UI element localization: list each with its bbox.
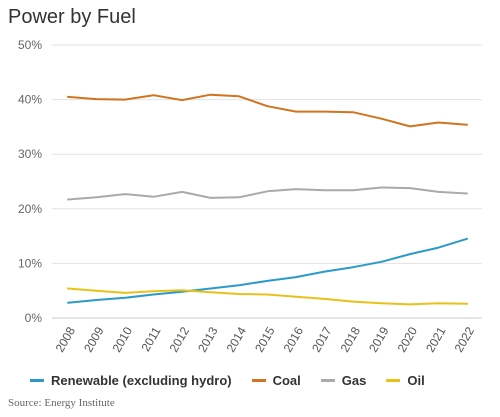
y-tick-label: 20% — [18, 202, 42, 216]
legend-item-oil: Oil — [386, 372, 425, 388]
series-line-coal — [67, 93, 468, 128]
y-tick-label: 50% — [18, 38, 42, 52]
x-tick-label: 2022 — [452, 324, 478, 354]
legend-swatch-gas — [320, 378, 335, 382]
legend-item-renewable: Renewable (excluding hydro) — [30, 373, 232, 388]
grid-lines — [52, 44, 482, 319]
series-line-oil — [67, 287, 468, 306]
source-note: Source: Energy Institute — [8, 397, 115, 409]
x-tick-label: 2008 — [53, 324, 79, 354]
x-tick-label: 2011 — [139, 324, 164, 354]
x-tick-label: 2010 — [110, 324, 136, 354]
y-tick-label: 30% — [18, 147, 42, 161]
chart-legend: Renewable (excluding hydro) Coal Gas Oil — [30, 371, 445, 389]
x-tick-label: 2017 — [309, 324, 335, 354]
legend-swatch-oil — [386, 378, 401, 382]
legend-item-coal: Coal — [251, 372, 301, 388]
legend-label-oil: Oil — [407, 372, 425, 388]
x-tick-label: 2012 — [167, 324, 193, 354]
x-tick-label: 2013 — [195, 324, 221, 354]
x-tick-label: 2021 — [423, 324, 449, 354]
x-tick-label: 2020 — [395, 324, 421, 354]
x-tick-label: 2015 — [252, 324, 278, 354]
y-tick-label: 40% — [18, 93, 42, 107]
y-axis-ticks: 0% 10% 20% 30% 40% 50% — [18, 38, 42, 325]
x-axis-ticks: 2008 2009 2010 2011 2012 2013 2014 2015 2016 2017… — [53, 324, 478, 354]
legend-item-gas: Gas — [320, 372, 367, 388]
series-lines — [67, 93, 468, 306]
legend-swatch-renewable — [30, 378, 44, 382]
legend-label-coal: Coal — [272, 372, 301, 388]
legend-label-renewable: Renewable (excluding hydro) — [51, 372, 232, 388]
chart-title: Power by Fuel — [8, 6, 136, 28]
x-tick-label: 2014 — [224, 324, 250, 354]
series-line-renewable-excluding-hydro — [67, 237, 468, 304]
y-tick-label: 0% — [25, 311, 43, 325]
line-chart: 0%10%20%30%40%50% 2008 2009 2010 2011 2012 20… — [18, 38, 482, 355]
x-tick-label: 2019 — [366, 324, 392, 354]
y-tick-label: 10% — [18, 256, 42, 270]
series-line-gas — [67, 186, 468, 201]
legend-label-gas: Gas — [341, 372, 367, 388]
x-tick-label: 2009 — [81, 324, 107, 354]
x-tick-label: 2018 — [338, 324, 364, 354]
legend-swatch-coal — [251, 378, 266, 382]
x-tick-label: 2016 — [281, 324, 307, 354]
